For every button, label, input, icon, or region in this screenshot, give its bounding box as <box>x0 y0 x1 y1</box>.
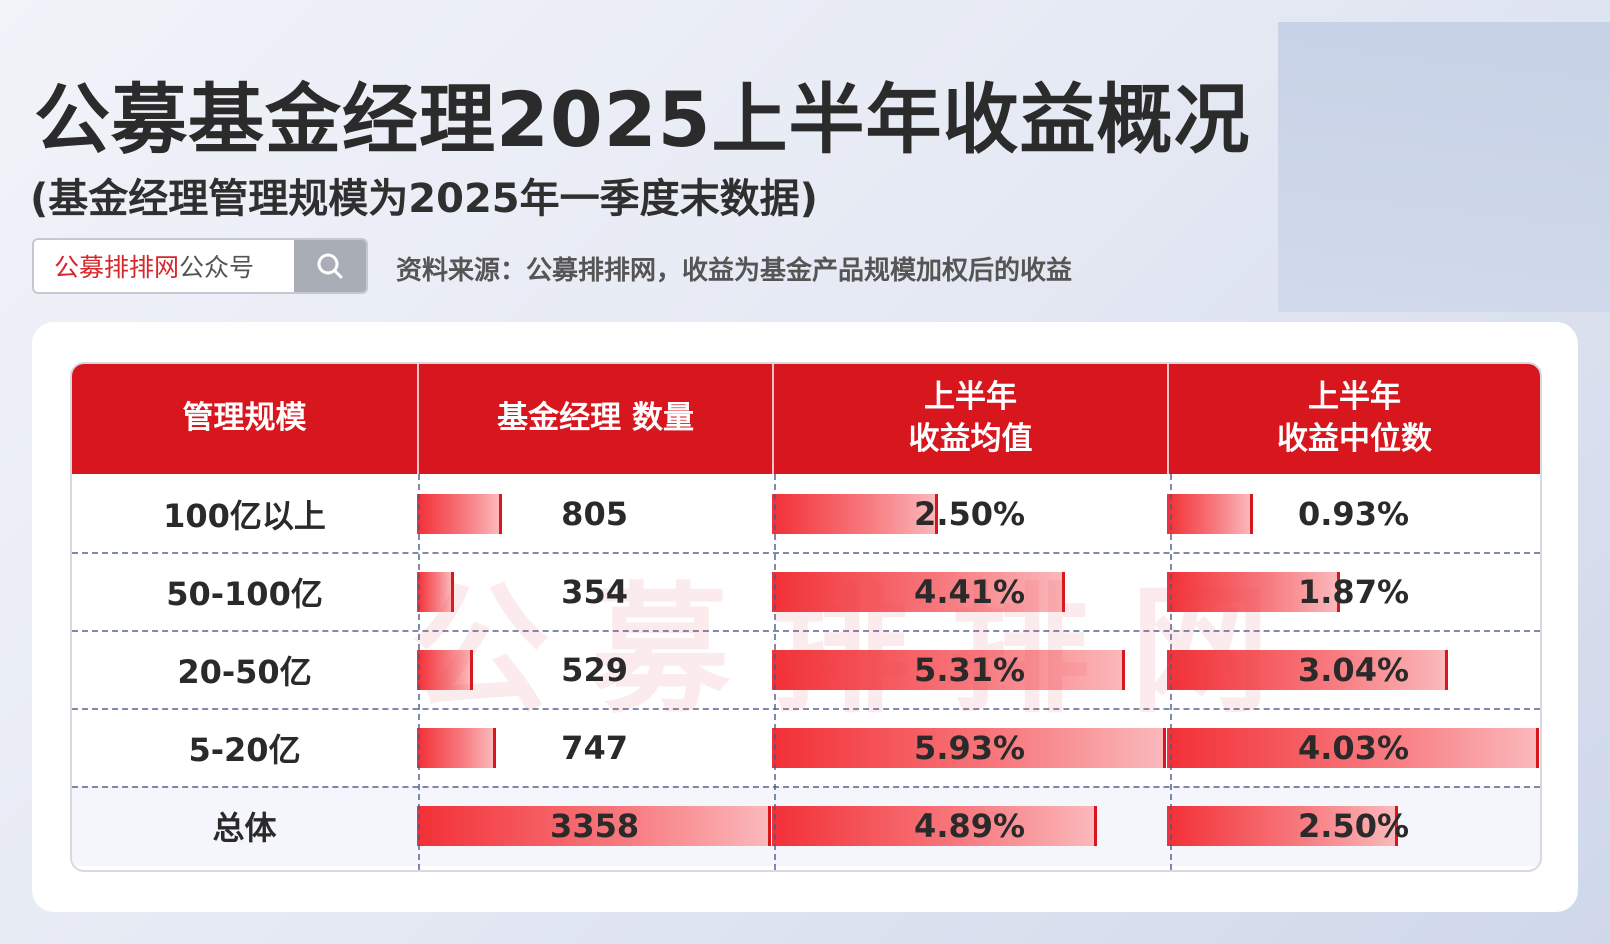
table-row: 20-50亿 529 5.31% 3.04% <box>72 630 1540 710</box>
count-bar <box>417 728 496 768</box>
count-bar <box>417 572 455 612</box>
mean-value: 2.50% <box>914 495 1026 533</box>
mean-bar <box>772 728 1167 768</box>
cell-mean: 2.50% <box>772 474 1167 554</box>
source-note: 资料来源：公募排排网，收益为基金产品规模加权后的收益 <box>396 256 1073 286</box>
median-bar <box>1167 806 1398 846</box>
cell-scale: 20-50亿 <box>72 630 417 710</box>
row-divider <box>72 630 1540 632</box>
count-bar <box>417 806 772 846</box>
cell-mean: 4.89% <box>772 786 1167 866</box>
data-table: 管理规模 基金经理 数量 上半年 收益均值 上半年 收益中位数 100亿以上 805 2.… <box>70 362 1542 872</box>
cell-median: 0.93% <box>1167 474 1540 554</box>
row-divider <box>72 708 1540 710</box>
mean-value: 5.31% <box>914 651 1026 689</box>
mean-bar <box>772 806 1097 846</box>
search-suffix-text: 公众号 <box>179 253 255 282</box>
search-brand-text: 公募排排网 <box>54 253 180 282</box>
search-box[interactable]: 公募排排网 公众号 <box>32 238 368 294</box>
cell-median: 4.03% <box>1167 708 1540 788</box>
header-count: 基金经理 数量 <box>417 364 772 474</box>
page-title: 公募基金经理2025上半年收益概况 <box>34 75 1251 164</box>
cell-count: 805 <box>417 474 772 554</box>
search-input[interactable]: 公募排排网 公众号 <box>34 240 294 292</box>
header-mean: 上半年 收益均值 <box>772 364 1167 474</box>
scale-label: 5-20亿 <box>188 731 301 769</box>
cell-mean: 4.41% <box>772 552 1167 632</box>
mean-bar <box>772 572 1066 612</box>
cell-mean: 5.31% <box>772 630 1167 710</box>
row-divider <box>72 786 1540 788</box>
table-row: 100亿以上 805 2.50% 0.93% <box>72 474 1540 554</box>
header-median: 上半年 收益中位数 <box>1167 364 1540 474</box>
cell-count: 529 <box>417 630 772 710</box>
median-bar <box>1167 728 1540 768</box>
cell-count: 354 <box>417 552 772 632</box>
scale-label: 50-100亿 <box>166 575 323 613</box>
table-row: 5-20亿 747 5.93% 4.03% <box>72 708 1540 788</box>
median-bar <box>1167 650 1448 690</box>
count-value: 747 <box>561 729 628 767</box>
cell-count: 747 <box>417 708 772 788</box>
column-divider <box>1170 474 1172 870</box>
page-subtitle: (基金经理管理规模为2025年一季度末数据) <box>30 176 818 222</box>
table-header-row: 管理规模 基金经理 数量 上半年 收益均值 上半年 收益中位数 <box>72 364 1540 474</box>
header-scale: 管理规模 <box>182 400 307 437</box>
mean-value: 4.89% <box>914 807 1026 845</box>
median-value: 0.93% <box>1298 495 1410 533</box>
cell-count: 3358 <box>417 786 772 866</box>
table-row: 总体 3358 4.89% 2.50% <box>72 786 1540 866</box>
cell-scale: 5-20亿 <box>72 708 417 788</box>
scale-label: 20-50亿 <box>177 653 312 691</box>
table-row: 50-100亿 354 4.41% 1.87% <box>72 552 1540 632</box>
scale-label: 总体 <box>212 809 277 847</box>
count-value: 529 <box>561 651 628 689</box>
median-value: 4.03% <box>1298 729 1410 767</box>
count-bar <box>417 650 473 690</box>
mean-bar <box>772 650 1125 690</box>
count-value: 3358 <box>550 807 640 845</box>
count-value: 354 <box>561 573 628 611</box>
cell-median: 3.04% <box>1167 630 1540 710</box>
cell-scale: 50-100亿 <box>72 552 417 632</box>
median-bar <box>1167 494 1253 534</box>
search-icon <box>317 253 343 279</box>
cell-median: 1.87% <box>1167 552 1540 632</box>
cell-scale: 100亿以上 <box>72 474 417 554</box>
mean-value: 4.41% <box>914 573 1026 611</box>
median-value: 3.04% <box>1298 651 1410 689</box>
search-button[interactable] <box>294 240 366 292</box>
median-value: 2.50% <box>1298 807 1410 845</box>
mean-bar <box>772 494 939 534</box>
median-value: 1.87% <box>1298 573 1410 611</box>
median-bar <box>1167 572 1340 612</box>
column-divider <box>774 474 776 870</box>
count-value: 805 <box>561 495 628 533</box>
cell-mean: 5.93% <box>772 708 1167 788</box>
count-bar <box>417 494 502 534</box>
cell-scale: 总体 <box>72 786 417 866</box>
row-divider <box>72 552 1540 554</box>
column-divider <box>418 474 420 870</box>
mean-value: 5.93% <box>914 729 1026 767</box>
cell-median: 2.50% <box>1167 786 1540 866</box>
scale-label: 100亿以上 <box>163 497 326 535</box>
background-panel <box>1278 22 1610 312</box>
